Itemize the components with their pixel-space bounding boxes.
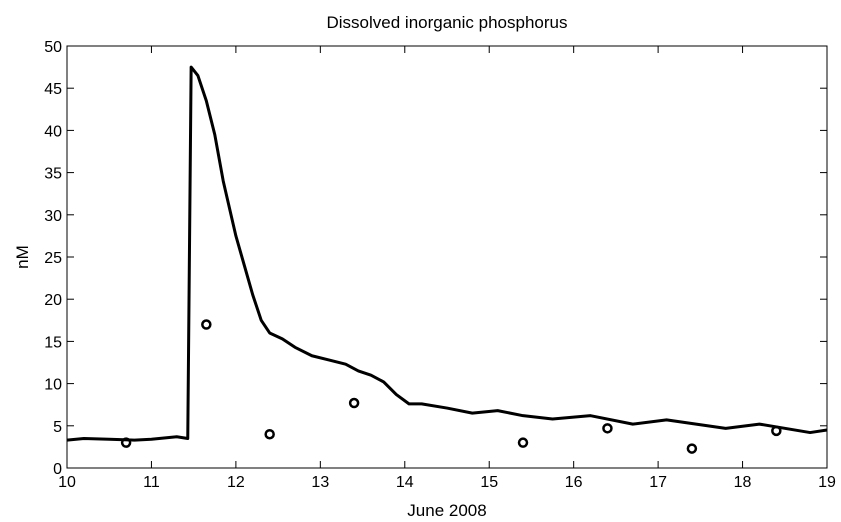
x-tick-label: 14 bbox=[396, 474, 414, 491]
data-point bbox=[686, 443, 698, 454]
data-point bbox=[120, 437, 132, 448]
y-axis-label: nM bbox=[13, 245, 32, 269]
data-point bbox=[264, 428, 275, 440]
x-tick-label: 18 bbox=[734, 474, 752, 491]
x-tick-label: 15 bbox=[480, 474, 498, 491]
data-point bbox=[602, 423, 613, 434]
y-tick-label: 20 bbox=[44, 292, 62, 309]
y-tick-label: 15 bbox=[44, 334, 62, 351]
x-tick-label: 12 bbox=[227, 474, 245, 491]
y-tick-label: 5 bbox=[53, 419, 62, 436]
y-tick-label: 50 bbox=[44, 39, 62, 56]
x-tick-label: 11 bbox=[143, 474, 160, 491]
data-point bbox=[201, 319, 212, 330]
y-tick-label: 45 bbox=[44, 81, 62, 98]
data-line bbox=[66, 65, 828, 442]
chart-title: Dissolved inorganic phosphorus bbox=[327, 13, 568, 32]
x-tick-label: 19 bbox=[818, 474, 836, 491]
x-tick-label: 16 bbox=[565, 474, 583, 491]
y-tick-label: 35 bbox=[44, 166, 62, 183]
y-tick-label: 30 bbox=[44, 208, 62, 225]
y-tick-label: 40 bbox=[44, 123, 62, 140]
x-tick-label: 10 bbox=[58, 474, 76, 491]
y-tick-label: 10 bbox=[44, 377, 62, 394]
y-tick-label: 0 bbox=[53, 461, 62, 478]
x-axis-label: June 2008 bbox=[407, 501, 486, 520]
x-tick-label: 17 bbox=[649, 474, 667, 491]
y-tick-label: 25 bbox=[44, 250, 62, 267]
data-point bbox=[517, 437, 529, 448]
x-tick-label: 13 bbox=[311, 474, 329, 491]
data-point bbox=[771, 425, 782, 437]
data-point bbox=[348, 397, 360, 409]
